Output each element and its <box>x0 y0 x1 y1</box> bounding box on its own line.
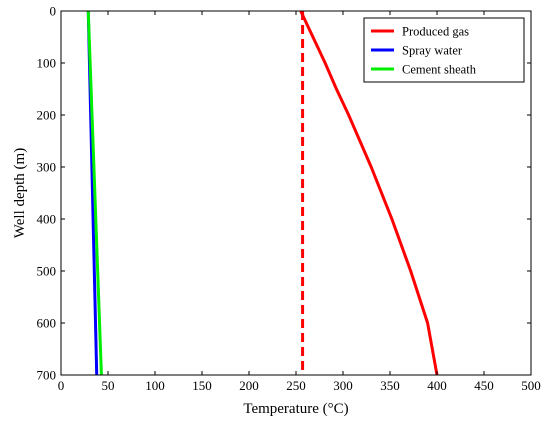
y-axis: 0 100 200 300 400 500 600 700 <box>37 4 531 383</box>
x-tick-label: 400 <box>427 378 447 393</box>
y-tick-label: 100 <box>37 56 57 71</box>
legend-label: Produced gas <box>402 25 469 39</box>
x-tick-label: 250 <box>286 378 306 393</box>
series-line-cement-sheath <box>86 10 103 376</box>
x-axis-label: Temperature (°C) <box>243 401 348 417</box>
x-tick-label: 100 <box>145 378 165 393</box>
y-tick-label: 0 <box>50 4 57 19</box>
x-axis: 0 50 100 150 200 250 300 350 400 450 500 <box>58 11 541 393</box>
y-tick-label: 300 <box>37 160 57 175</box>
x-tick-label: 50 <box>102 378 115 393</box>
x-tick-label: 0 <box>58 378 65 393</box>
x-tick-label: 200 <box>239 378 259 393</box>
legend: Produced gas Spray water Cement sheath <box>363 17 525 83</box>
plot-content <box>86 10 439 376</box>
y-tick-label: 700 <box>37 368 57 383</box>
series-line-produced-gas <box>299 10 439 376</box>
y-tick-label: 400 <box>37 212 57 227</box>
x-tick-label: 350 <box>380 378 400 393</box>
x-tick-label: 300 <box>333 378 353 393</box>
y-tick-label: 500 <box>37 264 57 279</box>
x-tick-label: 450 <box>474 378 494 393</box>
x-tick-label: 150 <box>192 378 212 393</box>
y-tick-label: 600 <box>37 316 57 331</box>
legend-label: Cement sheath <box>402 63 477 77</box>
x-tick-label: 500 <box>521 378 541 393</box>
y-axis-label: Well depth (m) <box>12 148 28 238</box>
y-tick-label: 200 <box>37 108 57 123</box>
legend-label: Spray water <box>402 44 463 58</box>
